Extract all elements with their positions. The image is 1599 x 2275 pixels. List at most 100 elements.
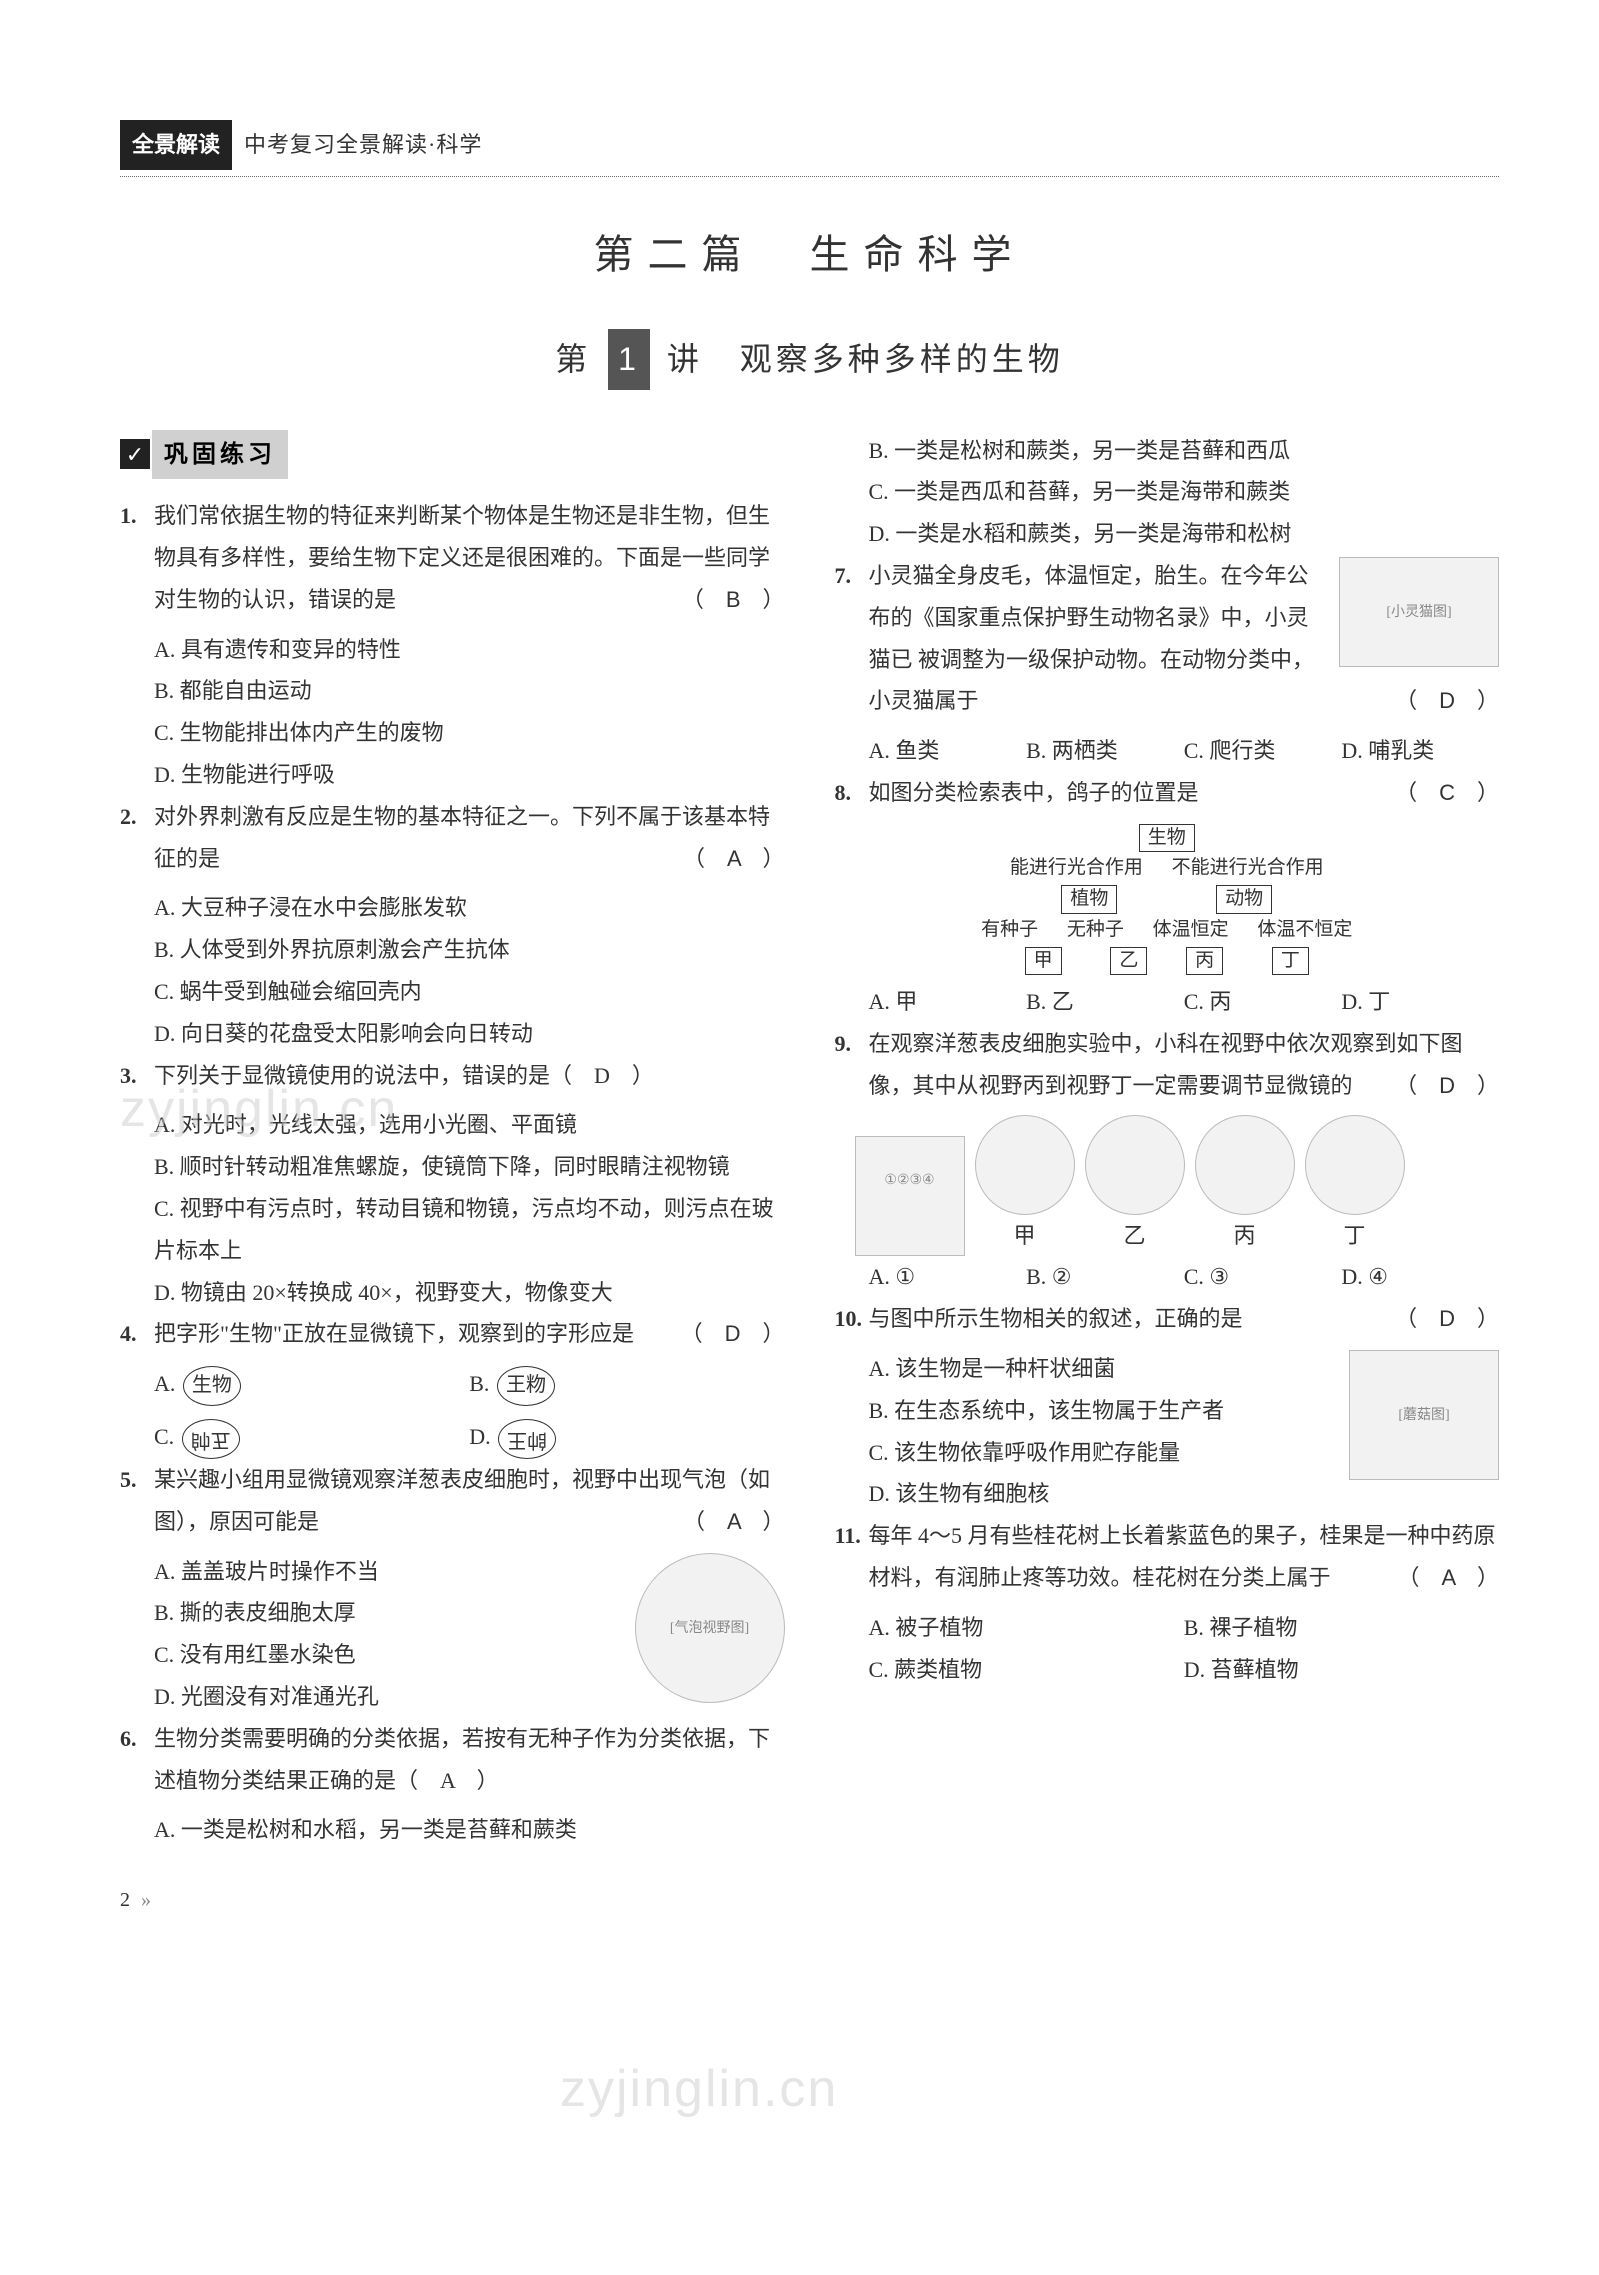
opt-b: B. 裸子植物	[1184, 1607, 1499, 1649]
answer-slot: （ D ）	[1395, 1065, 1499, 1107]
opt-c: C. 蕨类植物	[869, 1649, 1184, 1691]
page: zyjinglin.cn zyjinglin.cn 全景解读 中考复习全景解读·…	[0, 0, 1599, 1959]
opt-a: A. 大豆种子浸在水中会膨胀发软	[154, 887, 785, 929]
tree-branch: 能进行光合作用	[1010, 856, 1143, 881]
circled-text: 帥王	[498, 1419, 556, 1459]
header-text: 中考复习全景解读·科学	[244, 124, 482, 166]
opt-a: A. 生物	[154, 1363, 469, 1406]
lesson-title: 第 1 讲 观察多种多样的生物	[120, 329, 1499, 390]
page-number: 2 »	[120, 1881, 1499, 1919]
tree-node: 植物	[1061, 885, 1117, 914]
cell-view: 乙	[1085, 1115, 1185, 1257]
page-header: 全景解读 中考复习全景解读·科学	[120, 120, 1499, 177]
opt-a: A. 对光时，光线太强，选用小光圈、平面镜	[154, 1104, 785, 1146]
header-badge: 全景解读	[120, 120, 232, 170]
opt-d: D. 帥王	[469, 1416, 784, 1459]
opt-c: C. 丙	[1184, 981, 1342, 1023]
q10-options: [蘑菇图] A. 该生物是一种杆状细菌 B. 在生态系统中，该生物属于生产者 C…	[869, 1348, 1500, 1515]
q-num: 8.	[835, 772, 869, 814]
watermark: zyjinglin.cn	[560, 2040, 838, 2139]
question-3: 3. 下列关于显微镜使用的说法中，错误的是（ D ）	[120, 1055, 785, 1097]
opt-d: D. 苔藓植物	[1184, 1649, 1499, 1691]
answer-slot: （ D ）	[1395, 1298, 1499, 1340]
q-stem: 下列关于显微镜使用的说法中，错误的是（ D ）	[154, 1063, 654, 1088]
opt-c: C. 生物能排出体内产生的废物	[154, 712, 785, 754]
lesson-prefix: 第	[555, 341, 591, 377]
q-num: 10.	[835, 1298, 869, 1340]
question-11: 11. 每年 4～5 月有些桂花树上长着紫蓝色的果子，桂果是一种中药原材料，有润…	[835, 1515, 1500, 1599]
tree-leaf: 乙	[1110, 947, 1147, 976]
classification-tree: 生物 能进行光合作用 不能进行光合作用 植物 动物 有种子 无种子 体温恒定 体…	[835, 822, 1500, 977]
opt-a: A. 一类是松树和水稻，另一类是苔藓和蕨类	[154, 1809, 785, 1851]
opt-d: D. ④	[1341, 1256, 1499, 1298]
tree-branch: 有种子	[981, 918, 1038, 943]
q2-options: A. 大豆种子浸在水中会膨胀发软 B. 人体受到外界抗原刺激会产生抗体 C. 蜗…	[154, 887, 785, 1054]
q-stem: 如图分类检索表中，鸽子的位置是	[869, 780, 1199, 805]
question-8: 8. 如图分类检索表中，鸽子的位置是 （ C ）	[835, 772, 1500, 814]
section-label-text: 巩固练习	[152, 430, 288, 480]
q9-figure-row: ①②③④ 甲 乙 丙 丁	[855, 1115, 1500, 1257]
opt-b: B. 人体受到外界抗原刺激会产生抗体	[154, 929, 785, 971]
q-num: 9.	[835, 1023, 869, 1065]
tree-node: 动物	[1216, 885, 1272, 914]
q-stem: 把字形"生物"正放在显微镜下，观察到的字形应是	[154, 1321, 634, 1346]
tree-branch: 体温不恒定	[1257, 918, 1352, 943]
chapter-title: 第二篇 生命科学	[120, 217, 1499, 293]
answer-slot: （ A ）	[683, 1501, 784, 1543]
q-num: 1.	[120, 495, 154, 537]
answer-slot: （ B ）	[682, 579, 785, 621]
opt-b: B. 顺时针转动粗准焦螺旋，使镜筒下降，同时眼睛注视物镜	[154, 1146, 785, 1188]
opt-a: A. 具有遗传和变异的特性	[154, 629, 785, 671]
cell-view: 甲	[975, 1115, 1075, 1257]
answer-slot: （ C ）	[1395, 772, 1499, 814]
q4-options: A. 生物 B. 王粅 C. 帥五 D. 帥王	[154, 1363, 785, 1459]
cell-view: 丁	[1305, 1115, 1405, 1257]
q-num: 6.	[120, 1718, 154, 1760]
question-4: 4. 把字形"生物"正放在显微镜下，观察到的字形应是 （ D ）	[120, 1313, 785, 1355]
q3-options: A. 对光时，光线太强，选用小光圈、平面镜 B. 顺时针转动粗准焦螺旋，使镜筒下…	[154, 1104, 785, 1313]
q-num: 7.	[835, 555, 869, 597]
q-num: 5.	[120, 1459, 154, 1501]
tree-leaf: 丙	[1186, 947, 1223, 976]
opt-c: C. 帥五	[154, 1416, 469, 1459]
cell-view: 丙	[1195, 1115, 1295, 1257]
q-stem: 被调整为一级保护动物。在动物分类中，小灵猫属于	[869, 647, 1315, 714]
question-10: 10. 与图中所示生物相关的叙述，正确的是 （ D ）	[835, 1298, 1500, 1340]
opt-d: D. 哺乳类	[1341, 730, 1499, 772]
right-column: B. 一类是松树和蕨类，另一类是苔藓和西瓜 C. 一类是西瓜和苔藓，另一类是海带…	[835, 430, 1500, 1852]
opt-d: D. 向日葵的花盘受太阳影响会向日转动	[154, 1013, 785, 1055]
opt-b: B. 乙	[1026, 981, 1184, 1023]
opt-c: C. 蜗牛受到触碰会缩回壳内	[154, 971, 785, 1013]
q-num: 11.	[835, 1515, 869, 1557]
q8-options: A. 甲 B. 乙 C. 丙 D. 丁	[869, 981, 1500, 1023]
opt-a: A. ①	[869, 1256, 1027, 1298]
q-stem: 某兴趣小组用显微镜观察洋葱表皮细胞时，视野中出现气泡（如图），原因可能是	[154, 1467, 770, 1534]
q-stem: 生物分类需要明确的分类依据，若按有无种子作为分类依据，下述植物分类结果正确的是（…	[154, 1726, 770, 1793]
opt-d: D. 生物能进行呼吸	[154, 754, 785, 796]
opt-a: A. 被子植物	[869, 1607, 1184, 1649]
opt-c: C. 爬行类	[1184, 730, 1342, 772]
opt-b: B. 都能自由运动	[154, 670, 785, 712]
left-column: ✓ 巩固练习 1. 我们常依据生物的特征来判断某个物体是生物还是非生物，但生物具…	[120, 430, 785, 1852]
answer-slot: （ D ）	[1395, 680, 1499, 722]
tree-branch: 无种子	[1067, 918, 1124, 943]
lesson-mid: 讲	[667, 341, 703, 377]
q-stem: 我们常依据生物的特征来判断某个物体是生物还是非生物，但生物具有多样性，要给生物下…	[154, 503, 770, 612]
tree-branch: 体温恒定	[1153, 918, 1229, 943]
q6-options-rest: B. 一类是松树和蕨类，另一类是苔藓和西瓜 C. 一类是西瓜和苔藓，另一类是海带…	[869, 430, 1500, 555]
q6-options-partial: A. 一类是松树和水稻，另一类是苔藓和蕨类	[154, 1809, 785, 1851]
q1-options: A. 具有遗传和变异的特性 B. 都能自由运动 C. 生物能排出体内产生的废物 …	[154, 629, 785, 796]
opt-d: D. 一类是水稻和蕨类，另一类是海带和松树	[869, 513, 1500, 555]
question-1: 1. 我们常依据生物的特征来判断某个物体是生物还是非生物，但生物具有多样性，要给…	[120, 495, 785, 620]
q11-options: A. 被子植物 B. 裸子植物 C. 蕨类植物 D. 苔藓植物	[869, 1607, 1500, 1691]
q-num: 3.	[120, 1055, 154, 1097]
tree-leaf: 甲	[1025, 947, 1062, 976]
section-label: ✓ 巩固练习	[120, 430, 288, 480]
opt-c: C. ③	[1184, 1256, 1342, 1298]
opt-c: C. 一类是西瓜和苔藓，另一类是海带和蕨类	[869, 471, 1500, 513]
q7-options: A. 鱼类 B. 两栖类 C. 爬行类 D. 哺乳类	[869, 730, 1500, 772]
answer-slot: （ A ）	[1398, 1557, 1499, 1599]
opt-a: A. 鱼类	[869, 730, 1027, 772]
question-7: 7. [小灵猫图] 小灵猫全身皮毛，体温恒定，胎生。在今年公布的《国家重点保护野…	[835, 555, 1500, 722]
circled-text: 帥五	[182, 1419, 240, 1459]
